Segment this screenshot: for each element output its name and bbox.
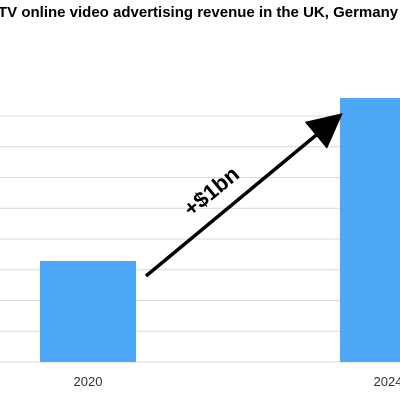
gridlines	[0, 115, 400, 363]
bar-2024	[340, 98, 400, 362]
chart-title: TV online video advertising revenue in t…	[0, 4, 399, 21]
x-tick-labels: 2020 2024	[74, 374, 400, 389]
growth-annotation-label: +$1bn	[179, 161, 244, 221]
growth-annotation: +$1bn	[144, 113, 343, 278]
x-tick-label: 2020	[74, 374, 103, 389]
bars	[40, 98, 400, 362]
bar-2020	[40, 261, 136, 362]
growth-arrow	[144, 113, 343, 278]
x-tick-label: 2024	[374, 374, 400, 389]
